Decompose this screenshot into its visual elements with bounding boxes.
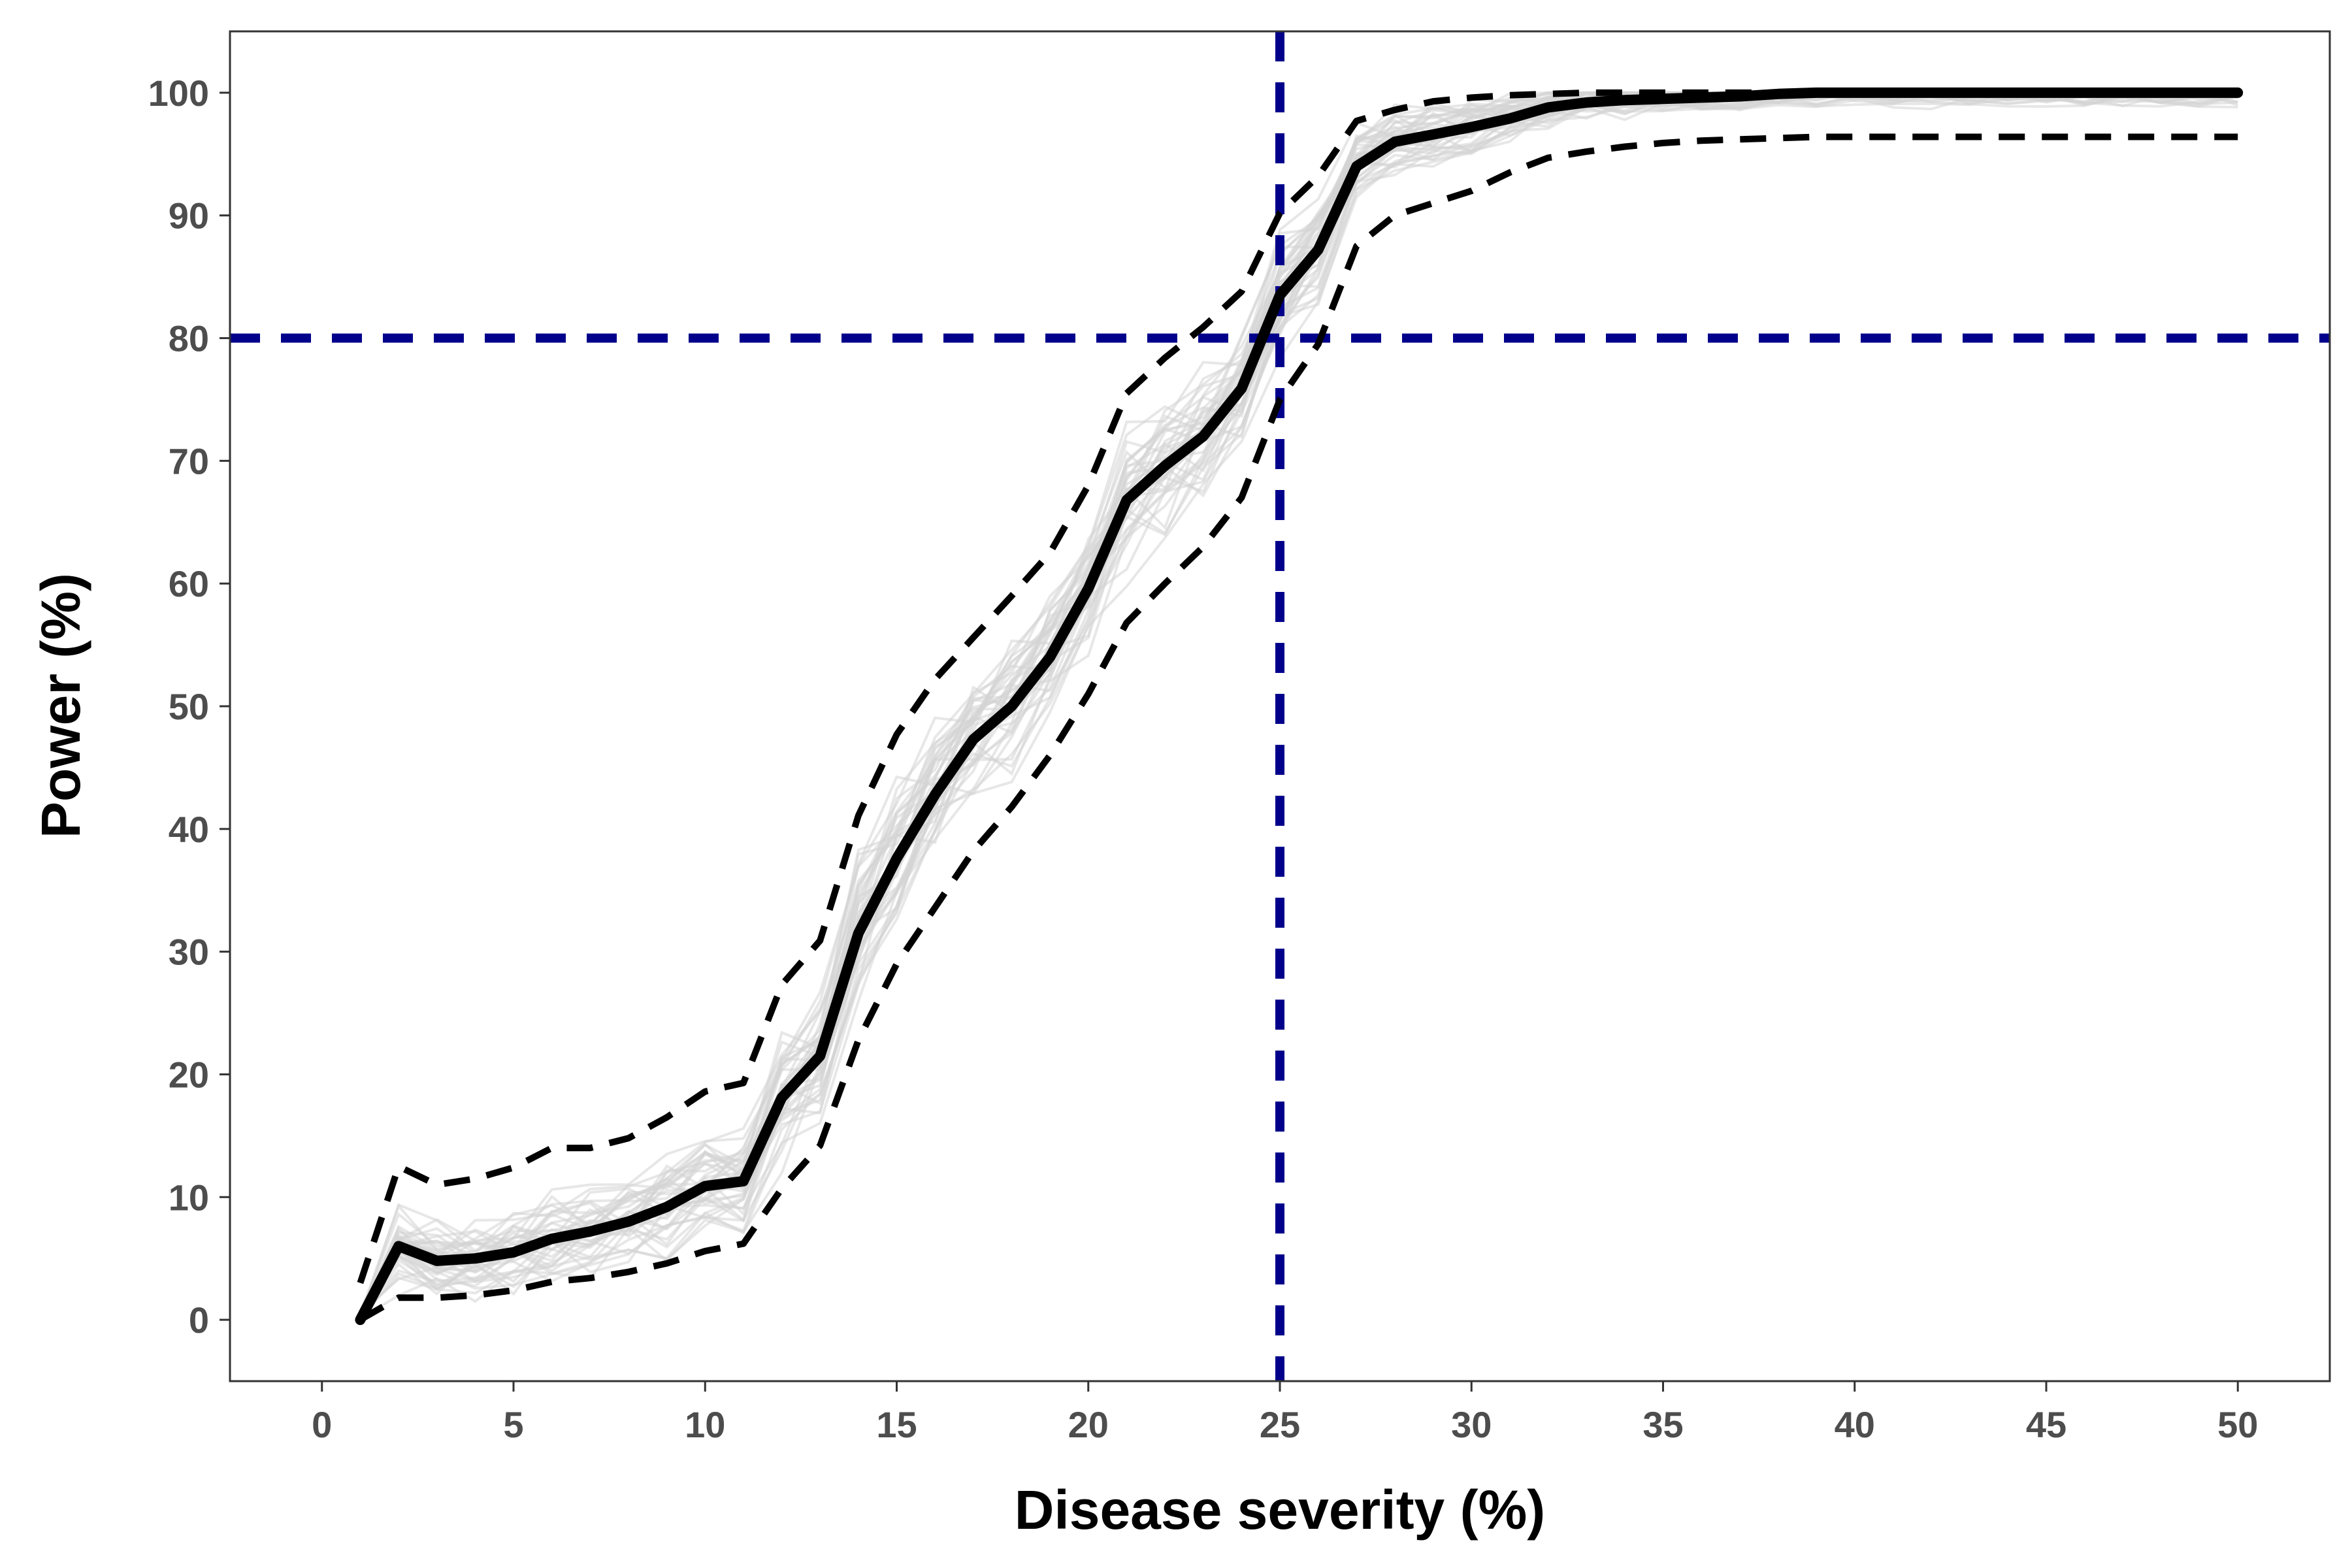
y-tick-label: 60 [169, 563, 209, 604]
y-tick-label: 50 [169, 686, 209, 727]
y-tick-label: 0 [189, 1299, 209, 1341]
y-tick-label: 30 [169, 932, 209, 973]
lower-bound-line [358, 133, 2238, 1323]
y-axis: 0 10 20 30 40 50 60 70 80 90 100 [148, 73, 230, 1341]
x-tick-label: 10 [685, 1404, 725, 1445]
x-axis-title: Disease severity (%) [1015, 1479, 1545, 1541]
simulation-line [359, 93, 2238, 1320]
x-tick-label: 0 [312, 1404, 332, 1445]
mean-power-line [355, 87, 2244, 1326]
simulation-line [359, 91, 2238, 1313]
x-axis: 0 5 10 15 20 25 30 35 40 45 50 [312, 1381, 2258, 1445]
upper-bound-line [357, 89, 2238, 1284]
y-axis-title: Power (%) [30, 573, 91, 838]
x-tick-label: 45 [2026, 1404, 2066, 1445]
x-tick-label: 50 [2217, 1404, 2258, 1445]
y-tick-label: 70 [169, 440, 209, 482]
y-tick-label: 40 [169, 809, 209, 850]
x-tick-label: 30 [1451, 1404, 1492, 1445]
x-tick-label: 5 [503, 1404, 523, 1445]
series-lines [355, 87, 2244, 1326]
y-tick-label: 100 [148, 73, 209, 114]
y-tick-label: 90 [169, 195, 209, 237]
y-tick-label: 10 [169, 1177, 209, 1218]
y-tick-label: 80 [169, 318, 209, 359]
x-tick-label: 40 [1835, 1404, 1875, 1445]
x-tick-label: 25 [1260, 1404, 1300, 1445]
x-tick-label: 20 [1068, 1404, 1109, 1445]
y-tick-label: 20 [169, 1054, 209, 1095]
x-tick-label: 15 [876, 1404, 917, 1445]
reference-lines [230, 31, 2330, 1381]
x-tick-label: 35 [1642, 1404, 1683, 1445]
